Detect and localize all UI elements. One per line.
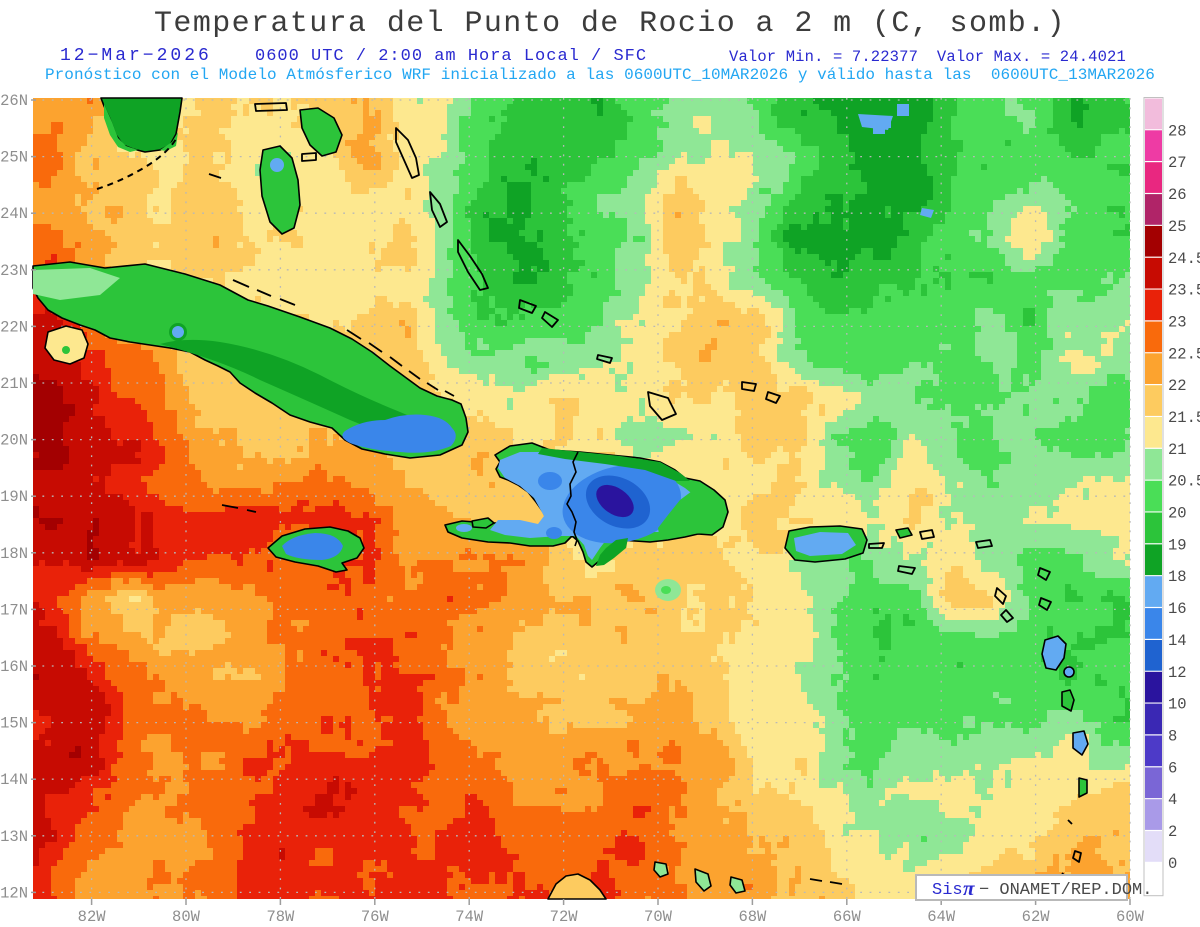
svg-text:72W: 72W xyxy=(550,908,579,926)
svg-text:28: 28 xyxy=(1168,122,1187,140)
svg-text:14N: 14N xyxy=(0,771,28,789)
svg-text:17N: 17N xyxy=(0,601,28,619)
svg-text:12: 12 xyxy=(1168,664,1187,682)
svg-text:14: 14 xyxy=(1168,632,1187,650)
svg-text:18N: 18N xyxy=(0,545,28,563)
svg-text:23N: 23N xyxy=(0,262,28,280)
svg-text:22.5: 22.5 xyxy=(1168,345,1200,363)
svg-text:24.5: 24.5 xyxy=(1168,250,1200,268)
svg-text:20: 20 xyxy=(1168,505,1187,523)
svg-text:18: 18 xyxy=(1168,568,1187,586)
svg-text:12N: 12N xyxy=(0,884,28,902)
svg-text:4: 4 xyxy=(1168,791,1177,809)
svg-text:20N: 20N xyxy=(0,432,28,450)
svg-text:70W: 70W xyxy=(644,908,673,926)
svg-text:21: 21 xyxy=(1168,441,1187,459)
svg-text:− ONAMET/REP.DOM.: − ONAMET/REP.DOM. xyxy=(979,881,1152,900)
svg-text:60W: 60W xyxy=(1116,908,1145,926)
svg-text:π: π xyxy=(963,876,975,900)
svg-text:Sis: Sis xyxy=(932,881,963,900)
svg-text:26N: 26N xyxy=(0,92,28,110)
svg-text:10: 10 xyxy=(1168,696,1187,714)
svg-text:2: 2 xyxy=(1168,823,1177,841)
svg-text:62W: 62W xyxy=(1022,908,1051,926)
svg-text:22N: 22N xyxy=(0,318,28,336)
svg-text:16: 16 xyxy=(1168,600,1187,618)
svg-text:76W: 76W xyxy=(361,908,390,926)
svg-text:21N: 21N xyxy=(0,375,28,393)
svg-text:80W: 80W xyxy=(172,908,201,926)
svg-text:82W: 82W xyxy=(78,908,107,926)
svg-text:23: 23 xyxy=(1168,314,1187,332)
svg-text:21.5: 21.5 xyxy=(1168,409,1200,427)
svg-text:66W: 66W xyxy=(833,908,862,926)
svg-text:0: 0 xyxy=(1168,855,1177,873)
svg-text:19N: 19N xyxy=(0,488,28,506)
svg-text:8: 8 xyxy=(1168,728,1177,746)
svg-text:26: 26 xyxy=(1168,186,1187,204)
svg-text:64W: 64W xyxy=(927,908,956,926)
svg-text:19: 19 xyxy=(1168,536,1187,554)
svg-text:6: 6 xyxy=(1168,759,1177,777)
svg-text:20.5: 20.5 xyxy=(1168,473,1200,491)
svg-text:25N: 25N xyxy=(0,149,28,167)
svg-text:22: 22 xyxy=(1168,377,1187,395)
svg-text:16N: 16N xyxy=(0,658,28,676)
svg-text:24N: 24N xyxy=(0,205,28,223)
svg-text:13N: 13N xyxy=(0,828,28,846)
svg-text:25: 25 xyxy=(1168,218,1187,236)
svg-text:68W: 68W xyxy=(738,908,767,926)
svg-text:78W: 78W xyxy=(266,908,295,926)
svg-text:27: 27 xyxy=(1168,154,1187,172)
svg-text:74W: 74W xyxy=(455,908,484,926)
svg-text:15N: 15N xyxy=(0,715,28,733)
svg-text:23.5: 23.5 xyxy=(1168,282,1200,300)
